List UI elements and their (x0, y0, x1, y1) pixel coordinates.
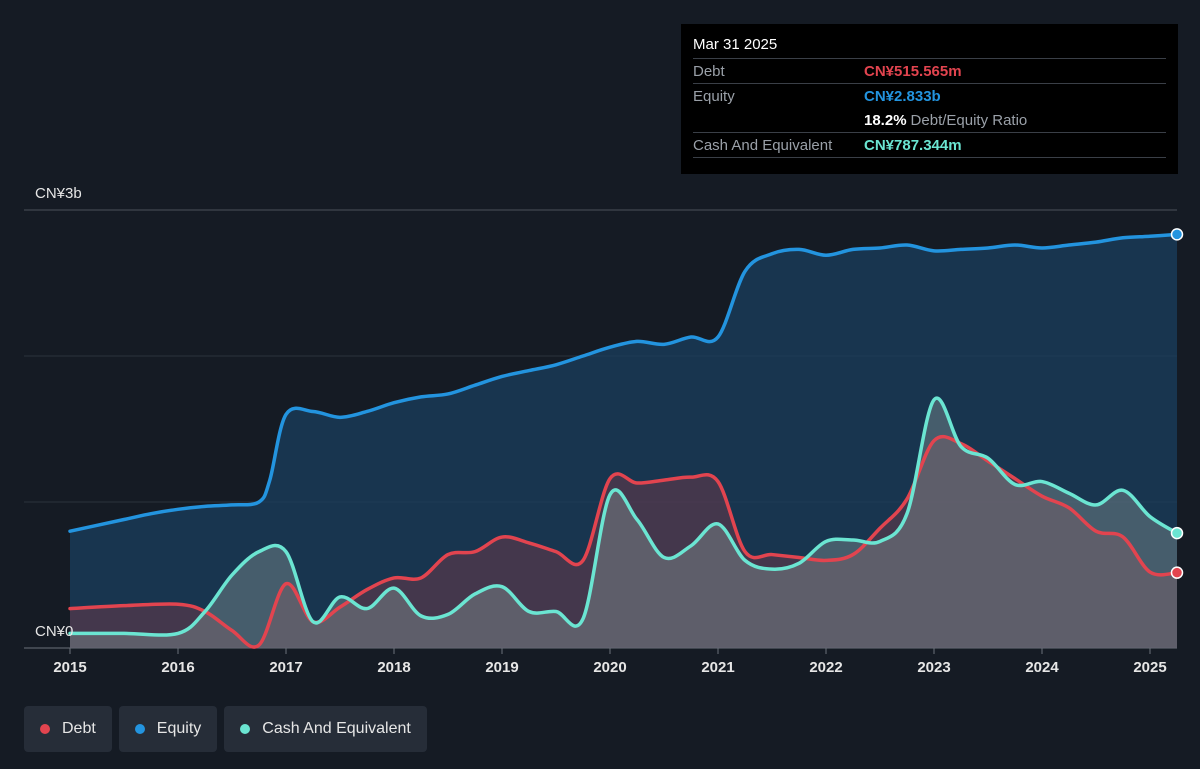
y-axis-top-label: CN¥3b (35, 185, 82, 202)
legend-dot-cash (240, 724, 251, 734)
legend-item-cash[interactable]: Cash And Equivalent (224, 706, 427, 752)
debt-area (70, 436, 1177, 648)
tooltip-debt-label: Debt (693, 62, 725, 80)
tooltip-ratio-label: Debt/Equity Ratio (910, 111, 1028, 129)
equity-endpoint (1170, 228, 1184, 241)
x-tick-label: 2024 (1025, 659, 1059, 676)
equity-area (70, 234, 1177, 648)
tooltip-row-cash: Cash And Equivalent CN¥787.344m (693, 132, 1166, 158)
equity-line (68, 232, 1179, 533)
x-tick-label: 2022 (809, 659, 842, 676)
debt-endpoint (1170, 566, 1184, 579)
legend-item-debt[interactable]: Debt (24, 706, 112, 752)
series-lines (68, 232, 1179, 649)
legend: Debt Equity Cash And Equivalent (24, 706, 427, 752)
x-tick-label: 2020 (593, 659, 626, 676)
tooltip-cash-value: CN¥787.344m (864, 136, 962, 154)
legend-label-equity: Equity (156, 720, 202, 737)
tooltip-cash-label: Cash And Equivalent (693, 136, 833, 154)
cash-and-equivalent-line (68, 396, 1179, 637)
tooltip-panel: Mar 31 2025 Debt CN¥515.565m Equity CN¥2… (681, 24, 1178, 174)
tooltip-debt-value: CN¥515.565m (864, 62, 962, 80)
tooltip-row-ratio: 18.2% Debt/Equity Ratio (693, 108, 1166, 132)
tooltip-equity-label: Equity (693, 87, 735, 105)
x-tick-label: 2019 (485, 659, 518, 676)
x-tick-label: 2023 (917, 659, 950, 676)
cash-and-equivalent-endpoint (1170, 526, 1184, 540)
x-axis: 2015 2016 2017 2018 2019 2020 2021 2022 2023 2024… (53, 648, 1167, 676)
y-axis-bottom-label: CN¥0 (35, 623, 73, 640)
tooltip-row-debt: Debt CN¥515.565m (693, 58, 1166, 83)
x-tick-label: 2021 (701, 659, 734, 676)
legend-label-debt: Debt (62, 720, 96, 737)
series-areas (70, 234, 1177, 648)
x-tick-label: 2025 (1133, 659, 1166, 676)
x-tick-label: 2015 (53, 659, 86, 676)
legend-dot-debt (40, 724, 50, 734)
x-tick-label: 2016 (161, 659, 194, 676)
tooltip-equity-value: CN¥2.833b (864, 87, 941, 105)
series-endpoints (1170, 228, 1184, 579)
x-tick-label: 2018 (377, 659, 410, 676)
legend-dot-equity (134, 724, 145, 734)
cash-and-equivalent-area (70, 398, 1177, 648)
legend-label-cash: Cash And Equivalent (262, 720, 411, 737)
x-tick-label: 2017 (269, 659, 302, 676)
tooltip-date: Mar 31 2025 (693, 36, 778, 53)
legend-item-equity[interactable]: Equity (118, 706, 218, 752)
tooltip-row-equity: Equity CN¥2.833b (693, 83, 1166, 108)
tooltip-ratio-value: 18.2% (864, 111, 907, 129)
